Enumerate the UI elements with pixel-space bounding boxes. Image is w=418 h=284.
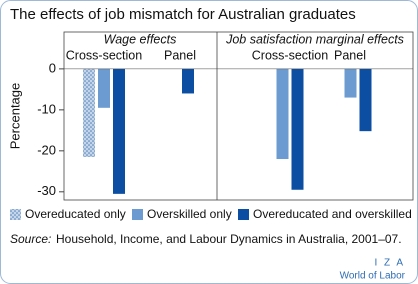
bar	[291, 68, 304, 190]
y-tick-label: -10	[37, 101, 56, 116]
legend-label: Overeducated only	[25, 207, 126, 221]
source-label: Source:	[10, 232, 51, 246]
group-label: Wage effects	[104, 32, 177, 46]
legend-swatch	[132, 209, 143, 220]
bar	[113, 68, 125, 194]
y-tick-label: -30	[37, 183, 56, 198]
source-text: Household, Income, and Labour Dynamics i…	[56, 232, 402, 246]
x-tick-label: Cross-section	[66, 48, 142, 62]
y-tick-label: 0	[49, 60, 56, 75]
legend-swatch	[238, 209, 249, 220]
bar	[359, 68, 372, 132]
legend-label: Overeducated and overskilled	[253, 207, 412, 221]
bar	[98, 68, 110, 108]
logo-name: I Z A	[374, 258, 405, 269]
chart-title: The effects of job mismatch for Australi…	[10, 6, 356, 23]
legend-swatch	[10, 209, 21, 220]
x-tick-label: Cross-section	[252, 48, 328, 62]
bar	[83, 68, 95, 157]
group-label: Job satisfaction marginal effects	[225, 32, 404, 46]
bar	[182, 68, 194, 94]
logo-tagline: World of Labor	[340, 271, 406, 282]
bar	[276, 68, 289, 160]
x-tick-label: Panel	[164, 48, 196, 62]
legend-label: Overskilled only	[147, 207, 232, 221]
bar	[344, 68, 357, 98]
x-tick-label: Panel	[334, 48, 366, 62]
y-tick-label: -20	[37, 142, 56, 157]
y-axis-label: Percentage	[7, 83, 22, 150]
